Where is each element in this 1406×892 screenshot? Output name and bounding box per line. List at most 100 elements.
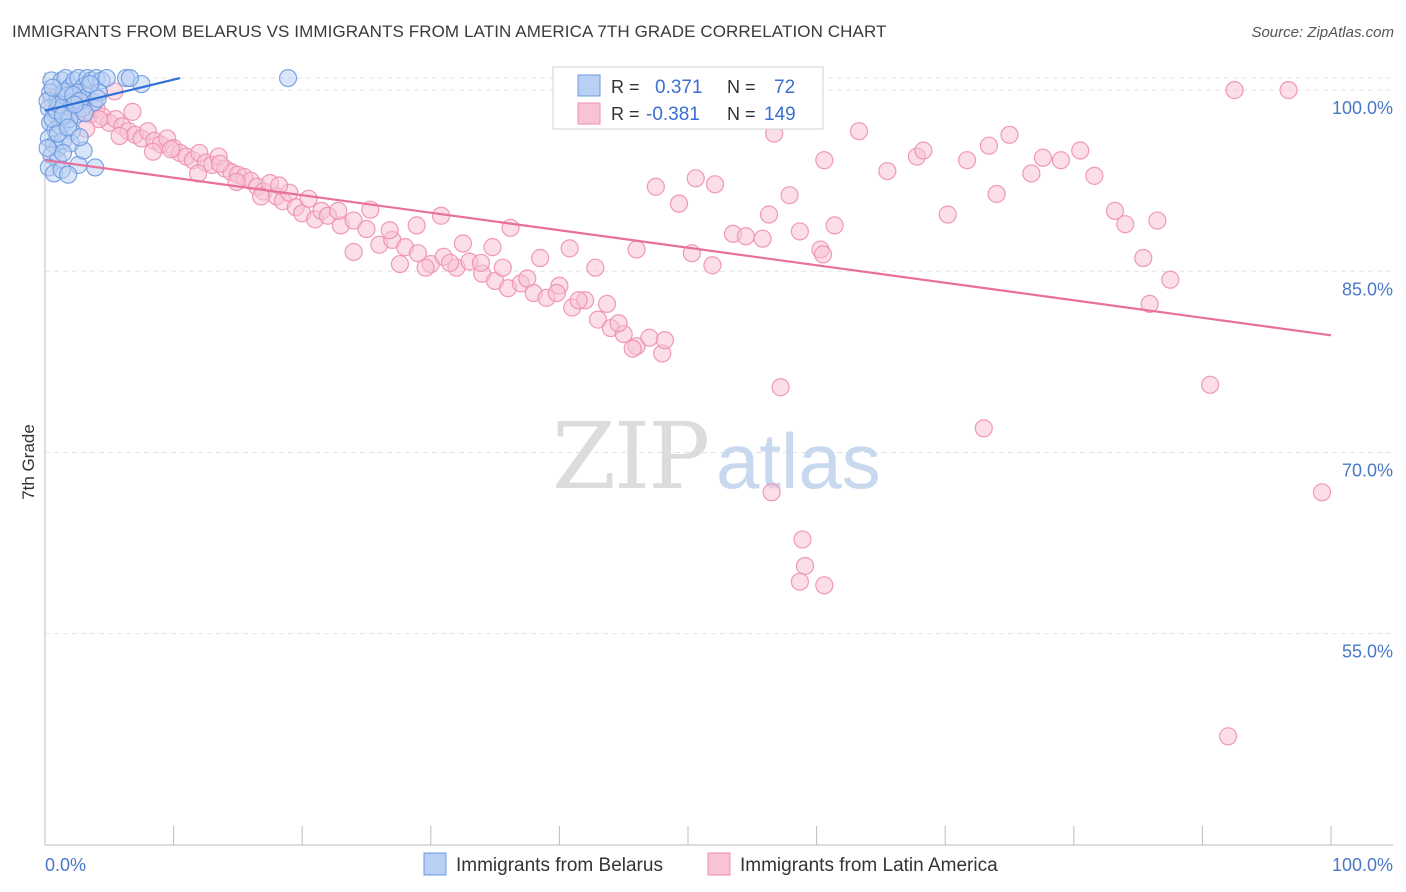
y-tick-label-0: 55.0% bbox=[1342, 642, 1393, 662]
axes bbox=[44, 72, 1393, 846]
point-latam-130 bbox=[938, 205, 957, 224]
point-belarus-71 bbox=[120, 68, 139, 88]
trend-line-belarus bbox=[44, 76, 181, 112]
point-latam-154 bbox=[795, 556, 815, 576]
point-latam-157 bbox=[762, 483, 781, 502]
point-latam-146 bbox=[1225, 81, 1244, 100]
point-latam-100 bbox=[471, 253, 491, 272]
point-latam-123 bbox=[705, 175, 725, 194]
point-latam-92 bbox=[531, 248, 550, 268]
point-latam-84 bbox=[329, 201, 348, 220]
x-tick-labels: 0.0% 100.0% bbox=[45, 855, 1393, 875]
point-latam-104 bbox=[569, 291, 588, 310]
point-latam-138 bbox=[1071, 141, 1090, 160]
point-latam-120 bbox=[646, 177, 665, 196]
point-latam-131 bbox=[957, 151, 977, 170]
point-belarus-70 bbox=[70, 128, 89, 147]
point-latam-135 bbox=[1022, 164, 1041, 183]
point-latam-112 bbox=[736, 227, 755, 246]
point-latam-156 bbox=[815, 576, 834, 595]
point-latam-86 bbox=[380, 221, 399, 240]
legend-swatch-latam bbox=[577, 102, 601, 125]
point-latam-150 bbox=[1201, 375, 1220, 394]
legend-n-value-latam: 149 bbox=[764, 104, 796, 125]
point-latam-122 bbox=[686, 169, 705, 188]
point-latam-64 bbox=[588, 310, 608, 329]
correlation-legend: R = 0.371 N = 72 R = -0.381 N = 149 bbox=[552, 66, 824, 130]
point-latam-93 bbox=[560, 239, 579, 258]
point-latam-140 bbox=[1105, 201, 1125, 220]
point-latam-105 bbox=[597, 294, 617, 313]
point-latam-94 bbox=[586, 258, 605, 277]
point-belarus-48 bbox=[59, 165, 78, 184]
y-tick-label-3: 100.0% bbox=[1332, 98, 1393, 118]
point-latam-96 bbox=[344, 242, 363, 262]
point-latam-68 bbox=[640, 328, 659, 347]
point-latam-137 bbox=[1051, 151, 1071, 170]
series-legend-swatch-latam bbox=[707, 852, 731, 876]
point-latam-113 bbox=[753, 229, 772, 248]
point-latam-89 bbox=[453, 234, 473, 253]
point-latam-114 bbox=[759, 205, 779, 224]
point-latam-145 bbox=[1140, 294, 1159, 313]
y-tick-label-1: 70.0% bbox=[1342, 460, 1393, 480]
legend-r-value-belarus: 0.371 bbox=[655, 77, 703, 98]
point-latam-143 bbox=[1148, 211, 1167, 230]
point-belarus-42 bbox=[53, 143, 73, 163]
point-latam-127 bbox=[878, 161, 897, 181]
point-latam-151 bbox=[974, 419, 993, 438]
point-latam-129 bbox=[914, 141, 933, 160]
legend-n-value-belarus: 72 bbox=[774, 77, 795, 98]
point-latam-136 bbox=[1033, 148, 1053, 167]
watermark-atlas: atlas bbox=[716, 417, 881, 505]
point-latam-115 bbox=[780, 186, 799, 205]
point-latam-125 bbox=[815, 151, 834, 170]
point-latam-83 bbox=[269, 176, 289, 195]
point-belarus-65 bbox=[43, 78, 62, 97]
point-latam-118 bbox=[813, 245, 833, 264]
chart-title: IMMIGRANTS FROM BELARUS VS IMMIGRANTS FR… bbox=[12, 22, 887, 41]
point-latam-97 bbox=[390, 254, 410, 274]
point-latam-77 bbox=[143, 142, 163, 161]
point-latam-110 bbox=[703, 256, 722, 275]
point-latam-99 bbox=[440, 253, 460, 272]
point-latam-78 bbox=[161, 140, 181, 159]
y-tick-labels: 55.0% 70.0% 85.0% 100.0% bbox=[1332, 98, 1393, 662]
point-latam-72 bbox=[123, 102, 142, 121]
watermark: ZIP atlas bbox=[552, 403, 881, 510]
point-latam-132 bbox=[979, 136, 999, 155]
point-latam-98 bbox=[416, 258, 435, 277]
series-legend-label-latam: Immigrants from Latin America bbox=[740, 855, 998, 876]
point-latam-144 bbox=[1161, 270, 1180, 289]
point-latam-126 bbox=[849, 122, 869, 141]
point-latam-141 bbox=[1116, 215, 1135, 234]
point-latam-46 bbox=[357, 219, 376, 239]
point-latam-121 bbox=[669, 194, 689, 213]
point-latam-95 bbox=[627, 240, 646, 259]
point-latam-116 bbox=[790, 222, 809, 241]
point-latam-45 bbox=[344, 211, 363, 230]
point-belarus-52 bbox=[278, 68, 298, 88]
point-latam-155 bbox=[790, 572, 809, 591]
point-latam-153 bbox=[793, 530, 812, 549]
point-belarus-12 bbox=[97, 68, 116, 88]
legend-n-label-latam: N = bbox=[727, 104, 756, 124]
series-legend-label-belarus: Immigrants from Belarus bbox=[456, 855, 663, 876]
legend-r-label-belarus: R = bbox=[611, 77, 640, 97]
point-latam-80 bbox=[210, 154, 229, 173]
point-latam-108 bbox=[655, 331, 674, 350]
grid-lines bbox=[45, 77, 1393, 635]
point-latam-134 bbox=[1000, 125, 1019, 144]
point-latam-119 bbox=[825, 216, 844, 235]
y-tick-label-2: 85.0% bbox=[1342, 279, 1393, 299]
point-belarus-68 bbox=[59, 118, 78, 137]
point-latam-133 bbox=[987, 184, 1006, 204]
point-latam-82 bbox=[251, 187, 271, 206]
point-belarus-53 bbox=[38, 138, 57, 158]
point-latam-148 bbox=[1312, 483, 1332, 502]
y-axis-label: 7th Grade bbox=[19, 424, 38, 500]
source-credit: Source: ZipAtlas.com bbox=[1251, 24, 1394, 41]
point-latam-40 bbox=[299, 189, 318, 208]
x-tick-label-0: 0.0% bbox=[45, 855, 86, 875]
